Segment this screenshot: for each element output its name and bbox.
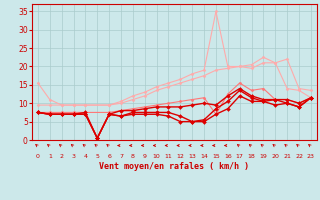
X-axis label: Vent moyen/en rafales ( km/h ): Vent moyen/en rafales ( km/h ) bbox=[100, 162, 249, 171]
